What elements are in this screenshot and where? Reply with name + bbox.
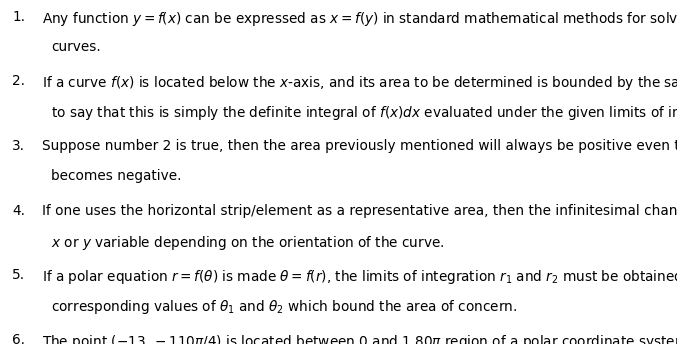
Text: Suppose number 2 is true, then the area previously mentioned will always be posi: Suppose number 2 is true, then the area … [42, 139, 677, 153]
Text: corresponding values of $\theta_1$ and $\theta_2$ which bound the area of concer: corresponding values of $\theta_1$ and $… [51, 298, 517, 316]
Text: Any function $y = f(x)$ can be expressed as $x = f(y)$ in standard mathematical : Any function $y = f(x)$ can be expressed… [42, 10, 677, 28]
Text: If one uses the horizontal strip/element as a representative area, then the infi: If one uses the horizontal strip/element… [42, 204, 677, 218]
Text: becomes negative.: becomes negative. [51, 169, 181, 183]
Text: If a curve $f(x)$ is located below the $x$-axis, and its area to be determined i: If a curve $f(x)$ is located below the $… [42, 74, 677, 92]
Text: to say that this is simply the definite integral of $f(x)dx$ evaluated under the: to say that this is simply the definite … [51, 104, 677, 122]
Text: 5.: 5. [12, 268, 25, 282]
Text: $x$ or $y$ variable depending on the orientation of the curve.: $x$ or $y$ variable depending on the ori… [51, 234, 444, 251]
Text: 6.: 6. [12, 333, 25, 344]
Text: If a polar equation $r = f(\theta)$ is made $\theta = f(r)$, the limits of integ: If a polar equation $r = f(\theta)$ is m… [42, 268, 677, 286]
Text: The point $(-13, -110\pi/4)$ is located between $0$ and $1.80\pi$ region of a po: The point $(-13, -110\pi/4)$ is located … [42, 333, 677, 344]
Text: 1.: 1. [12, 10, 25, 24]
Text: 2.: 2. [12, 74, 25, 88]
Text: 4.: 4. [12, 204, 25, 218]
Text: 3.: 3. [12, 139, 25, 153]
Text: curves.: curves. [51, 40, 100, 54]
